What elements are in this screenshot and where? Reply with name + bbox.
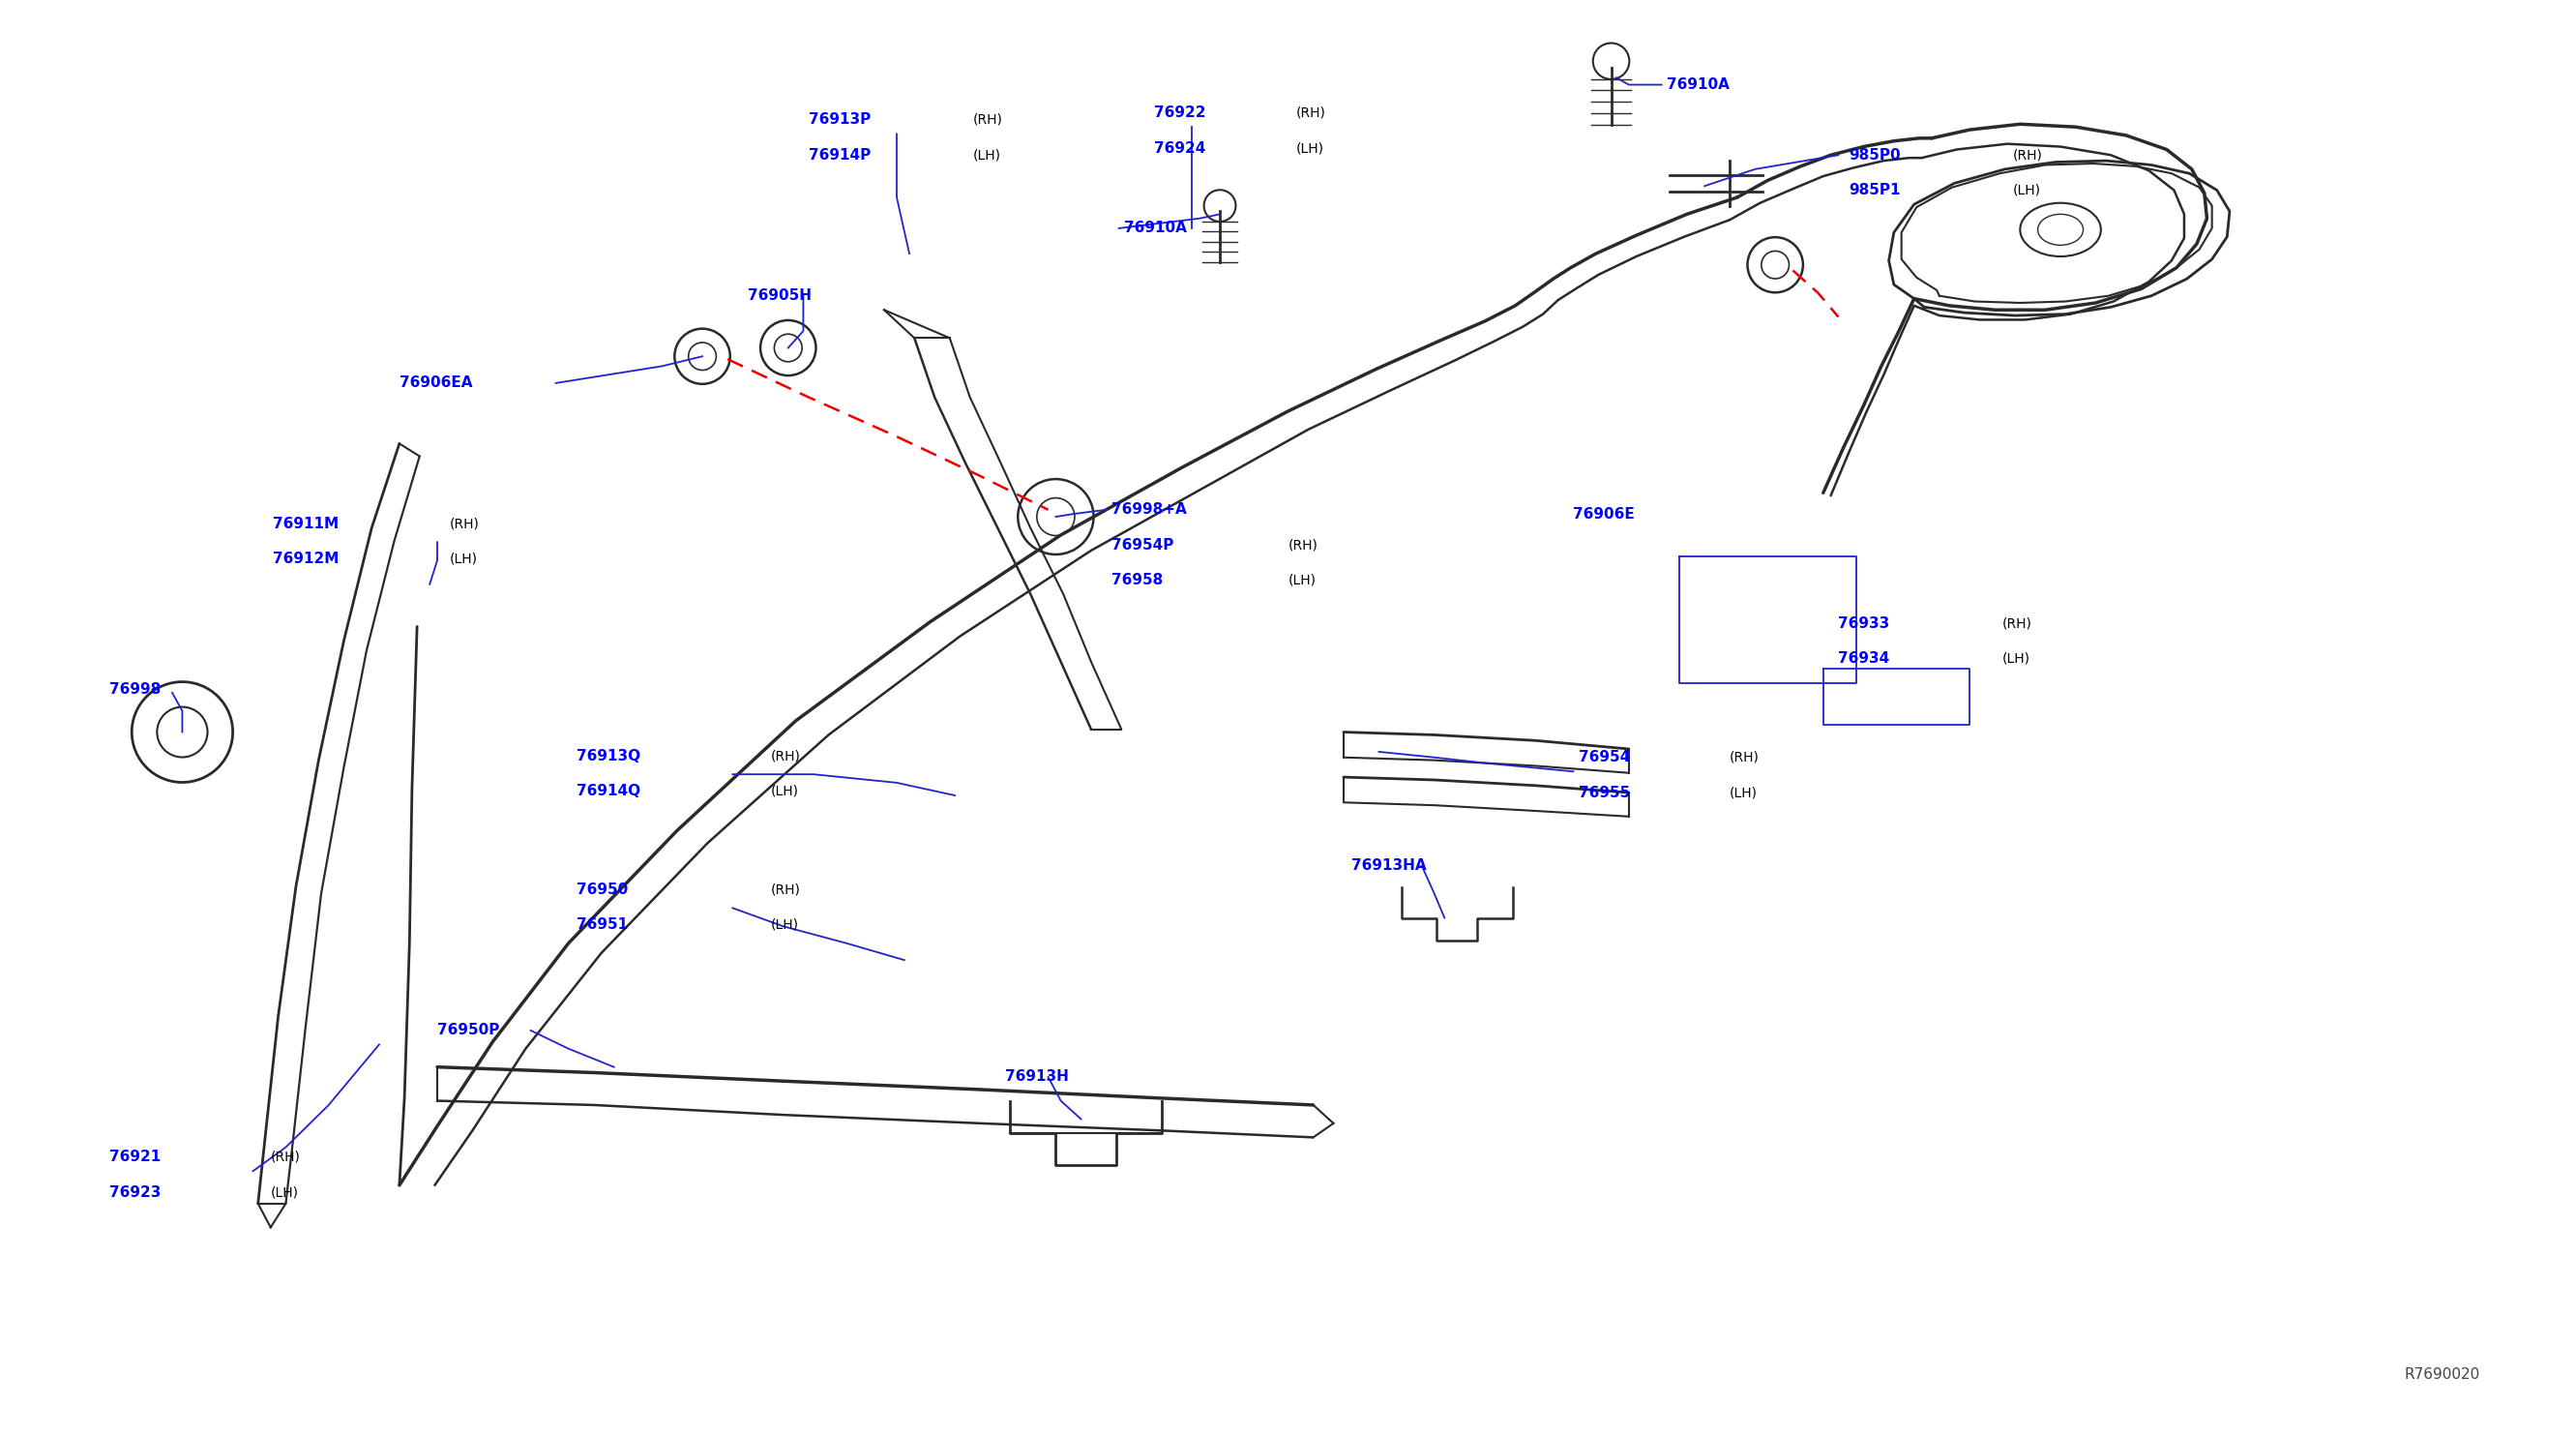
Text: (RH): (RH)	[974, 113, 1002, 126]
Text: 76950: 76950	[577, 883, 629, 898]
Text: 76921: 76921	[108, 1150, 160, 1165]
Text: 76906E: 76906E	[1574, 507, 1636, 521]
Text: 76922: 76922	[1154, 106, 1206, 121]
Text: (LH): (LH)	[1288, 573, 1316, 587]
Circle shape	[1592, 43, 1628, 79]
Text: 76912M: 76912M	[273, 551, 340, 566]
Text: 76913H: 76913H	[1005, 1070, 1069, 1084]
Text: (LH): (LH)	[770, 784, 799, 798]
Text: (LH): (LH)	[451, 553, 479, 566]
Text: 76950P: 76950P	[438, 1024, 500, 1038]
Text: 76934: 76934	[1839, 652, 1891, 666]
Text: (LH): (LH)	[2002, 652, 2030, 666]
Text: 76954P: 76954P	[1110, 537, 1175, 553]
Text: (RH): (RH)	[1731, 751, 1759, 764]
Text: 76958: 76958	[1110, 573, 1162, 587]
Text: 76914Q: 76914Q	[577, 784, 639, 798]
Text: (RH): (RH)	[1296, 106, 1327, 119]
Text: R7690020: R7690020	[2403, 1367, 2481, 1383]
Text: (RH): (RH)	[1288, 538, 1319, 551]
Text: 76913P: 76913P	[809, 112, 871, 128]
Text: (LH): (LH)	[2012, 184, 2040, 197]
Text: 76905H: 76905H	[747, 289, 811, 303]
Text: 76954: 76954	[1579, 750, 1631, 764]
Text: 76911M: 76911M	[273, 517, 340, 531]
Text: (LH): (LH)	[974, 148, 999, 162]
Text: (RH): (RH)	[770, 750, 801, 763]
Text: 76906EA: 76906EA	[399, 376, 471, 391]
Text: (RH): (RH)	[270, 1150, 301, 1163]
Text: 76923: 76923	[108, 1185, 160, 1199]
Text: 76951: 76951	[577, 918, 629, 932]
Text: 76998: 76998	[108, 682, 160, 696]
Text: 985P0: 985P0	[1850, 148, 1901, 162]
Text: 76998+A: 76998+A	[1110, 503, 1188, 517]
Text: 76933: 76933	[1839, 616, 1891, 630]
Text: (LH): (LH)	[270, 1186, 299, 1199]
Text: 76910A: 76910A	[1123, 221, 1188, 236]
Text: (RH): (RH)	[2002, 617, 2032, 630]
Text: (RH): (RH)	[2012, 148, 2043, 162]
Text: 76914P: 76914P	[809, 148, 871, 162]
Text: 76913Q: 76913Q	[577, 748, 639, 764]
Text: 76955: 76955	[1579, 785, 1631, 800]
Text: (RH): (RH)	[770, 883, 801, 896]
Text: 76910A: 76910A	[1667, 78, 1728, 92]
Text: 985P1: 985P1	[1850, 182, 1901, 198]
Text: (LH): (LH)	[1296, 141, 1324, 155]
Text: (LH): (LH)	[770, 918, 799, 932]
Text: (LH): (LH)	[1731, 785, 1757, 800]
Circle shape	[1203, 190, 1236, 221]
Text: 76924: 76924	[1154, 141, 1206, 155]
Text: 76913HA: 76913HA	[1350, 859, 1427, 873]
Text: (RH): (RH)	[451, 517, 479, 530]
